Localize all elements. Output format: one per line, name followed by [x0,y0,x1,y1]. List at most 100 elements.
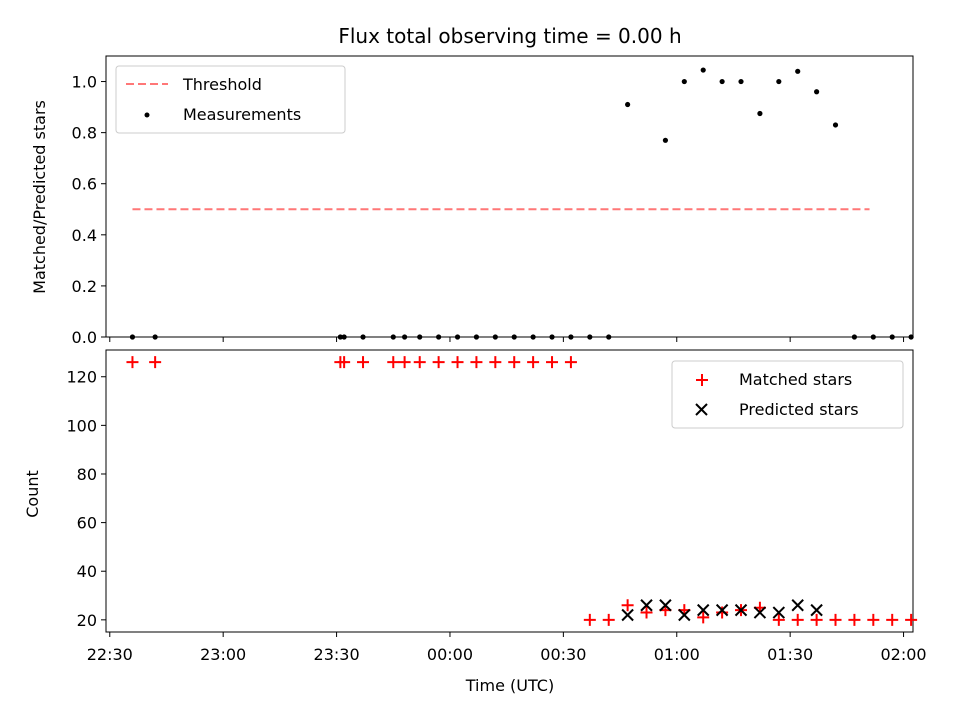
measurement-point [436,334,442,340]
matched-star-point [546,356,559,369]
measurement-point [530,334,536,340]
matched-star-point [527,356,540,369]
bottom-x-tick-label: 00:30 [540,645,586,664]
measurement-point [870,334,876,340]
measurement-point [908,334,914,340]
bottom-y-tick-label: 100 [66,416,97,435]
measurement-point [700,67,706,73]
measurement-point [889,334,895,340]
matched-star-point [810,613,823,626]
chart-title: Flux total observing time = 0.00 h [338,24,681,48]
measurement-point [662,137,669,143]
matched-star-point [640,606,653,619]
matched-star-point [451,356,464,369]
matched-stars-points [126,356,918,626]
legend-threshold-label: Threshold [182,75,262,94]
predicted-star-point [640,599,653,612]
top-y-axis-label: Matched/Predicted stars [30,100,49,294]
measurement-point [402,334,408,340]
measurement-point [795,68,801,74]
bottom-y-ticks: 20 40 60 80 100 120 [66,368,106,630]
predicted-star-point [678,608,691,622]
measurement-point [492,334,498,340]
measurement-point [814,89,820,95]
matched-star-point [398,356,411,369]
bottom-x-tick-label: 23:00 [200,645,246,664]
legend-matched-swatch [696,374,708,386]
legend-measurements-swatch [144,112,150,118]
predicted-star-point [772,606,786,619]
measurement-point [390,334,396,340]
matched-star-point [432,356,445,369]
bottom-x-tick-label: 23:30 [314,645,360,664]
matched-star-point [357,356,370,369]
top-y-tick-label: 0.0 [72,328,97,347]
top-y-tick-label: 0.8 [72,124,97,143]
measurement-point [851,334,858,340]
bottom-x-tick-label: 02:00 [880,645,926,664]
measurement-points [129,67,914,340]
top-axes-frame [105,55,914,338]
measurement-point [681,78,687,85]
legend-measurements-label: Measurements [183,105,301,124]
matched-star-point [697,611,710,624]
legend-predicted-swatch [695,403,708,416]
measurement-point [606,334,612,340]
bottom-legend: Matched stars Predicted stars [671,360,904,429]
bottom-y-tick-label: 40 [77,562,97,581]
measurement-point [473,334,480,340]
predicted-star-point [791,599,804,612]
measurement-point [360,334,366,340]
predicted-star-point [621,608,634,622]
measurement-point [587,334,593,340]
matched-star-point [791,613,804,626]
predicted-star-point [715,603,729,617]
matched-star-point [126,356,139,369]
matched-star-point [602,613,615,626]
matched-star-point [149,356,162,369]
measurement-point [776,78,782,85]
bottom-x-tick-label: 00:00 [427,645,473,664]
measurement-point [454,334,461,340]
top-y-tick-label: 0.4 [72,226,97,245]
bottom-y-tick-label: 120 [66,368,97,387]
measurement-point [568,334,574,340]
predicted-stars-points [621,599,823,622]
top-y-ticks: 0.0 0.2 0.4 0.6 0.8 1.0 [72,73,106,347]
bottom-y-tick-label: 60 [77,514,97,533]
measurement-point [625,101,631,108]
bottom-legend-box [671,360,904,429]
matched-star-point [848,613,861,626]
measurement-point [757,110,763,117]
measurement-point [417,334,423,340]
bottom-x-tick-label: 22:30 [87,645,133,664]
top-legend-box [115,65,346,134]
matched-star-point [867,613,880,626]
matched-star-point [772,613,785,626]
measurement-point [337,334,343,340]
top-y-tick-label: 1.0 [72,73,97,92]
bottom-y-tick-label: 80 [77,465,97,484]
matched-star-point [470,356,483,369]
matched-star-point [621,599,634,612]
matched-star-point [886,613,899,626]
top-legend: Threshold Measurements [115,65,346,134]
matched-star-point [387,356,400,369]
measurement-point [341,334,347,340]
bottom-x-tick-label: 01:30 [767,645,813,664]
top-y-tick-label: 0.6 [72,175,97,194]
top-y-tick-label: 0.2 [72,277,97,296]
measurement-point [832,122,839,128]
matched-star-point [716,606,729,619]
matched-star-point [905,613,918,626]
measurement-point [549,334,555,340]
matched-star-point [829,613,842,626]
matched-star-point [564,356,577,369]
matched-star-point [413,356,426,369]
matched-star-point [489,356,502,369]
bottom-y-axis-label: Count [23,470,42,518]
top-x-ticks [109,337,905,342]
measurement-point [738,78,744,85]
